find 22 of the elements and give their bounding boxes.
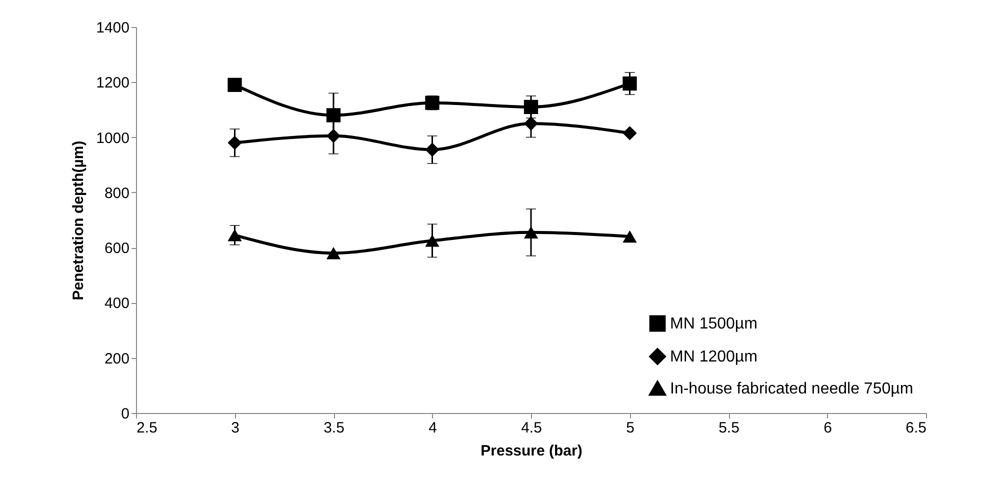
y-tick-label: 800 — [104, 184, 130, 202]
x-tick-label: 6 — [824, 420, 832, 436]
x-tick-label: 5.5 — [718, 420, 740, 436]
x-axis-title: Pressure (bar) — [480, 442, 582, 460]
y-tick-label: 1000 — [96, 130, 130, 147]
x-tick-label: 4.5 — [521, 420, 542, 436]
x-tick-label: 3 — [231, 420, 240, 436]
legend-label: MN 1200µm — [670, 348, 758, 366]
x-tick-label: 5 — [626, 420, 634, 436]
y-tick-label: 600 — [104, 240, 130, 258]
x-tick-label: 2.5 — [136, 420, 158, 436]
y-tick-label: 200 — [104, 350, 130, 368]
x-tick-label: 3.5 — [324, 420, 344, 436]
y-tick-label: 400 — [104, 295, 130, 312]
y-axis-title: Penetration depth(µm) — [70, 140, 88, 300]
y-tick-label: 1400 — [96, 20, 130, 36]
y-tick-label: 0 — [121, 406, 130, 422]
x-tick-label: 4 — [428, 420, 437, 436]
y-tick-label: 1200 — [96, 74, 130, 92]
legend-label: MN 1500µm — [670, 316, 758, 332]
x-tick-label: 6.5 — [906, 420, 926, 436]
legend-label: In-house fabricated needle 750µm — [670, 380, 914, 398]
